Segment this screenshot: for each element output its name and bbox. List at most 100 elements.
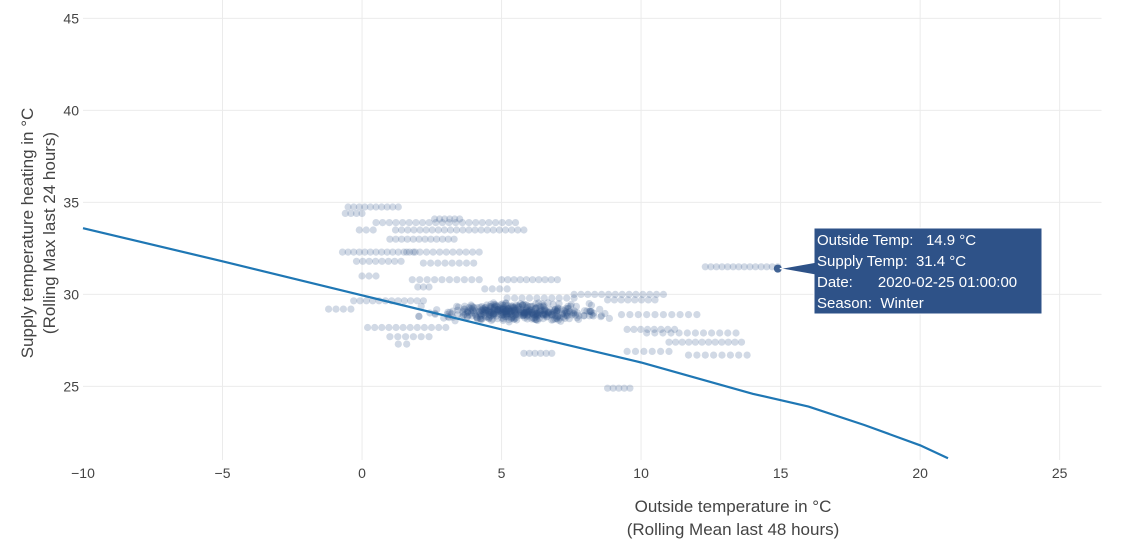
scatter-point <box>630 325 638 333</box>
scatter-point <box>651 296 659 304</box>
scatter-point <box>446 226 455 234</box>
scatter-point <box>383 203 391 211</box>
scatter-point <box>505 316 513 324</box>
scatter-point <box>386 333 394 341</box>
scatter-point <box>541 310 549 318</box>
scatter-point <box>609 384 617 392</box>
scatter-point <box>513 316 521 324</box>
scatter-point <box>541 310 549 318</box>
scatter-point <box>589 312 598 320</box>
scatter-point <box>411 248 419 256</box>
scatter-point <box>546 306 554 314</box>
scatter-point <box>505 310 513 318</box>
scatter-point <box>510 308 518 316</box>
scatter-point <box>740 263 748 271</box>
scatter-point <box>438 235 447 243</box>
scatter-point <box>414 283 422 291</box>
scatter-point <box>502 306 510 314</box>
scatter-point <box>413 323 421 332</box>
scatter-point <box>570 307 579 315</box>
scatter-point <box>508 314 516 322</box>
scatter-point <box>597 313 605 321</box>
scatter-point <box>352 209 361 217</box>
scatter-point <box>743 351 751 359</box>
scatter-point <box>604 290 613 298</box>
scatter-point <box>631 347 640 355</box>
scatter-point <box>533 316 542 325</box>
scatter-point <box>410 226 418 234</box>
scatter-point <box>415 312 423 321</box>
y-axis-title-line1: Supply temperature heating in °C <box>18 108 37 359</box>
scatter-point <box>405 219 413 227</box>
scatter-point <box>473 315 481 323</box>
scatter-point <box>463 313 471 321</box>
scatter-point <box>378 323 386 332</box>
scatter-point <box>570 310 578 318</box>
scatter-point <box>386 235 394 243</box>
scatter-point <box>478 306 487 314</box>
scatter-point <box>338 248 347 256</box>
scatter-point <box>563 312 572 320</box>
scatter-point <box>485 313 493 321</box>
scatter-point <box>394 333 402 341</box>
scatter-point <box>553 307 561 315</box>
scatter-point <box>585 300 593 308</box>
scatter-point <box>724 338 732 346</box>
scatter-point <box>726 351 735 359</box>
scatter-point <box>577 290 585 298</box>
scatter-point <box>510 313 518 321</box>
tooltip-line-outside-temp: Outside Temp: 14.9 °C <box>817 232 976 249</box>
scatter-point <box>503 285 511 293</box>
scatter-point <box>549 308 557 316</box>
fit-line-group <box>82 227 949 460</box>
scatter-point <box>659 290 668 298</box>
scatter-point <box>487 312 495 320</box>
scatter-point <box>521 314 529 322</box>
scatter-point <box>545 310 553 318</box>
scatter-point <box>402 333 410 341</box>
scatter-point <box>536 306 544 314</box>
scatter-point <box>502 313 510 321</box>
scatter-point <box>481 306 489 314</box>
scatter-point <box>523 315 531 323</box>
scatter-point <box>467 304 475 313</box>
scatter-point <box>484 308 492 316</box>
scatter-point <box>502 299 510 307</box>
scatter-point <box>491 305 499 313</box>
scatter-point <box>446 308 454 316</box>
scatter-point <box>510 294 519 302</box>
scatter-point <box>522 276 531 284</box>
scatter-point <box>403 248 411 256</box>
scatter-point <box>548 309 557 317</box>
scatter-point <box>400 248 408 256</box>
scatter-point <box>366 203 374 211</box>
scatter-point <box>481 306 489 314</box>
scatter-point <box>462 259 471 267</box>
scatter-point <box>505 306 513 314</box>
scatter-point <box>553 307 561 315</box>
scatter-point <box>344 203 352 211</box>
scatter-point <box>520 309 528 317</box>
scatter-point <box>486 308 495 316</box>
scatter-point <box>551 315 559 323</box>
scatter-point <box>433 306 441 314</box>
scatter-point <box>540 308 548 317</box>
scatter-point <box>491 301 499 309</box>
scatter-point <box>585 312 594 320</box>
scatter-point <box>355 226 363 234</box>
scatter-point <box>502 306 510 314</box>
scatter-point <box>631 296 639 304</box>
scatter-point <box>519 311 528 319</box>
scatter-point <box>502 306 511 314</box>
scatter-point <box>449 307 457 315</box>
scatter-point <box>449 248 457 256</box>
scatter-point <box>542 311 551 319</box>
scatter-point <box>468 305 476 313</box>
scatter-point <box>417 302 425 310</box>
scatter-point <box>371 323 379 332</box>
scatter-point <box>507 303 515 311</box>
x-tick-label: 10 <box>633 465 649 481</box>
scatter-point <box>435 323 443 332</box>
scatter-point <box>518 301 527 309</box>
scatter-point <box>554 312 562 320</box>
